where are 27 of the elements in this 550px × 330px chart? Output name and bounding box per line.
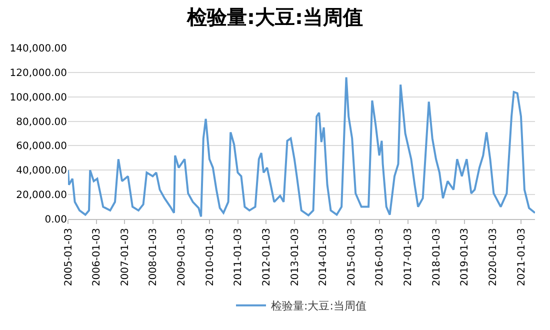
y-tick-label: 140,000.00 bbox=[10, 44, 67, 54]
x-tick-label: 2018-01-03 bbox=[431, 228, 442, 286]
chart-title: 检验量:大豆:当周值 bbox=[186, 4, 363, 29]
x-tick-label: 2019-01-03 bbox=[460, 228, 471, 286]
y-tick-label: 100,000.00 bbox=[10, 92, 67, 104]
x-tick-label: 2005-01-03 bbox=[63, 228, 74, 286]
x-tick-label: 2014-01-03 bbox=[318, 228, 330, 286]
x-tick-label: 2007-01-03 bbox=[120, 228, 131, 286]
x-tick-label: 2015-01-03 bbox=[346, 228, 358, 286]
y-tick-label: 20,000.00 bbox=[16, 190, 67, 202]
x-tick-label: 2006-01-03 bbox=[92, 228, 103, 286]
x-tick-label: 2021-01-03 bbox=[516, 228, 528, 286]
y-tick-label: 80,000.00 bbox=[16, 116, 67, 128]
x-tick-label: 2009-01-03 bbox=[176, 228, 188, 286]
x-tick-label: 2017-01-03 bbox=[403, 228, 414, 286]
y-tick-label: 60,000.00 bbox=[16, 141, 67, 152]
y-tick-label: 120,000.00 bbox=[10, 68, 67, 79]
x-tick-label: 2016-01-03 bbox=[374, 228, 386, 286]
x-tick-label: 2020-01-03 bbox=[488, 228, 499, 286]
x-tick-label: 2008-01-03 bbox=[148, 228, 160, 286]
x-tick-label: 2012-01-03 bbox=[261, 228, 272, 286]
y-tick-label: 40,000.00 bbox=[16, 166, 67, 177]
y-tick-label: 0.00 bbox=[44, 214, 67, 226]
legend-label: 检验量:大豆:当周值 bbox=[271, 300, 366, 313]
x-tick-label: 2011-01-03 bbox=[233, 228, 244, 286]
x-tick-label: 2010-01-03 bbox=[204, 228, 216, 286]
x-tick-label: 2013-01-03 bbox=[290, 228, 301, 286]
